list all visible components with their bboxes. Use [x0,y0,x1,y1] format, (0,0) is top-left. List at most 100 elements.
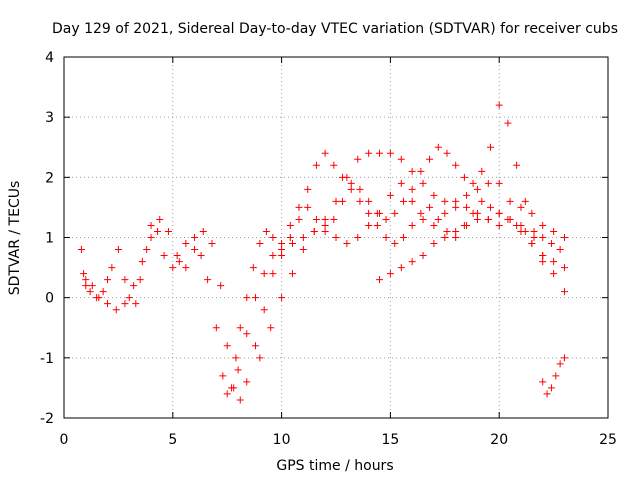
data-point [154,227,162,235]
data-point [230,384,238,392]
y-tick-label: -1 [40,351,54,367]
data-point [304,185,312,193]
data-point [386,270,394,278]
data-point [339,197,347,205]
y-tick-label: 4 [45,50,54,66]
data-point [219,372,227,380]
data-point [99,288,107,296]
data-point [452,234,460,241]
data-point [452,203,460,211]
x-tick-label: 10 [273,432,291,448]
data-point [452,161,460,169]
data-point [204,276,212,284]
data-point [556,360,564,368]
data-point [199,227,207,235]
data-point [513,221,521,229]
x-tick-labels: 0 5 10 15 20 25 [60,432,617,448]
data-point [547,240,555,248]
data-point [399,197,407,205]
data-point [478,167,486,175]
series-3 [234,101,547,374]
data-point [473,215,481,223]
axis-ticks [63,56,609,419]
data-point [95,294,103,302]
data-point [82,282,90,290]
data-point [321,215,329,223]
data-point [295,215,303,223]
data-point [286,234,294,241]
data-point [430,191,438,199]
x-axis-label: GPS time / hours [276,458,393,474]
data-point [125,294,133,302]
data-point [299,246,307,254]
data-point [295,203,303,211]
data-point [434,215,442,223]
data-point [386,191,394,199]
data-point [278,246,286,254]
data-point [191,234,199,241]
data-point [138,258,146,266]
data-point [251,294,259,302]
data-point [495,209,503,217]
data-point [513,161,521,169]
chart-title: Day 129 of 2021, Sidereal Day-to-day VTE… [52,21,618,37]
data-point [132,300,140,308]
data-point [382,215,390,223]
data-point [175,258,183,266]
data-point [156,215,164,223]
data-point [197,252,205,260]
series-6 [539,354,568,398]
data-point [212,324,220,332]
data-point [86,288,94,296]
data-point [426,203,434,211]
data-point [469,179,477,187]
data-point [169,264,177,272]
data-point [243,378,251,386]
data-point [330,215,338,223]
data-point [262,227,270,235]
series-5 [376,209,568,284]
data-point [484,179,492,187]
data-point [495,101,503,109]
data-point [160,252,168,260]
data-point [417,167,425,175]
data-point [391,209,399,217]
data-point [80,270,88,278]
x-tick-label: 20 [490,432,508,448]
data-point [419,215,427,223]
data-point [419,179,427,187]
data-point [408,167,416,175]
data-point [108,264,116,272]
data-point [560,264,568,272]
data-point [376,149,384,157]
data-point [147,221,155,229]
data-point [417,209,425,217]
data-point [82,276,90,284]
data-point [256,240,264,248]
data-point [495,221,503,229]
data-point [104,300,112,308]
data-point [495,179,503,187]
data-point [343,240,351,248]
data-point [539,378,547,386]
data-point [365,197,373,205]
data-point [560,234,568,241]
data-point [441,209,449,217]
data-point [354,234,362,241]
data-point [473,209,481,217]
data-point [560,288,568,296]
data-point [478,197,486,205]
data-point [112,306,120,314]
data-point [182,264,190,272]
data-point [269,234,277,241]
data-point [130,282,138,290]
data-point [547,384,555,392]
data-point [397,155,405,163]
data-point [552,372,560,380]
data-point [354,155,362,163]
data-point [232,354,240,362]
data-point [249,264,257,272]
data-point [321,149,329,157]
data-point [426,155,434,163]
